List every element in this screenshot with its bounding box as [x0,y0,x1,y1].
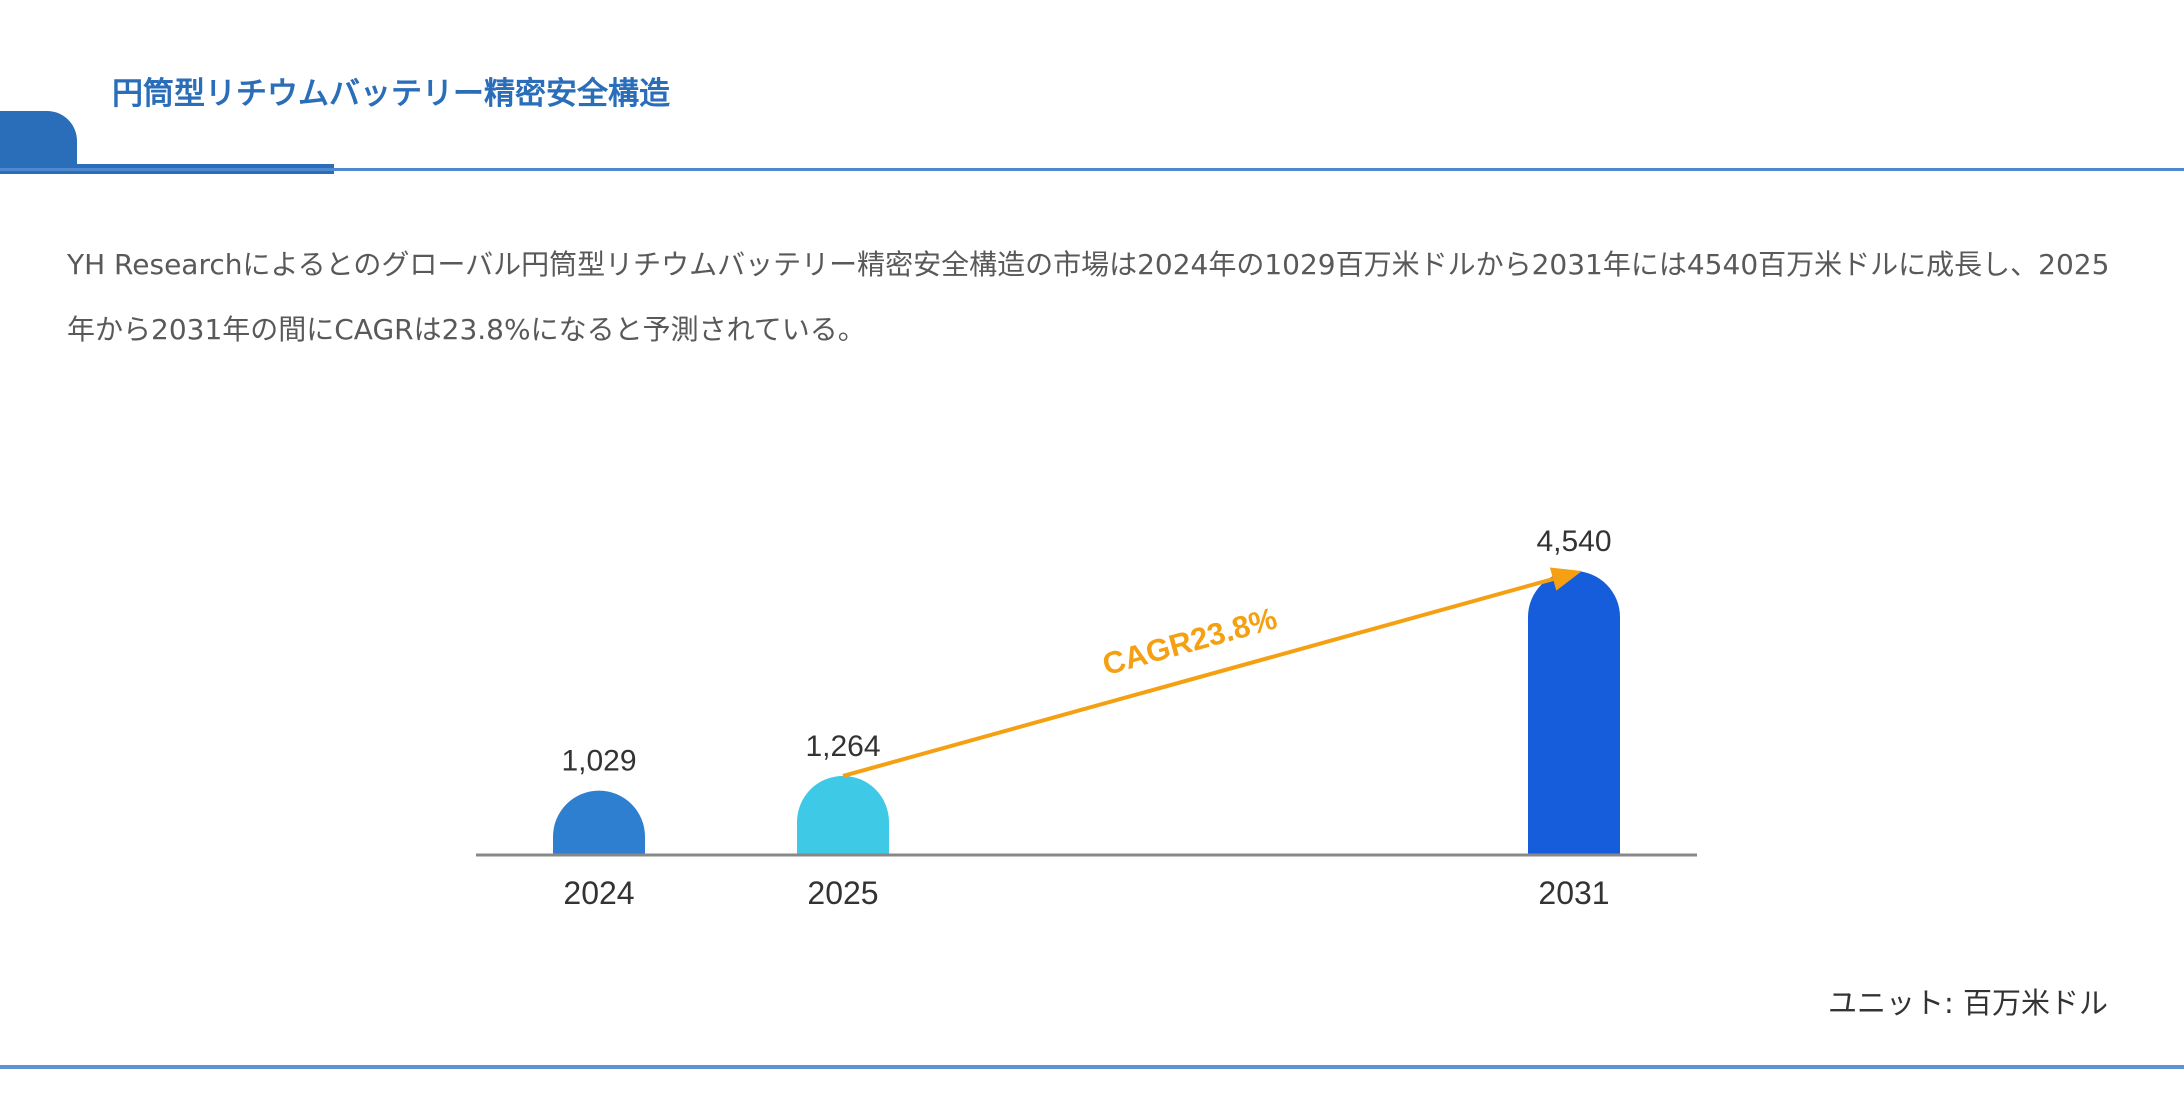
bar-2025 [797,775,890,855]
bottom-divider [0,1065,2184,1069]
header-divider [0,168,2184,171]
category-label-2031: 2031 [1538,875,1609,911]
title-tab-decoration [0,111,77,173]
value-label-2031: 4,540 [1536,525,1611,558]
unit-label: ユニット: 百万米ドル [1828,986,2108,1020]
category-label-2024: 2024 [563,875,634,911]
value-label-2025: 1,264 [805,730,880,763]
cagr-arrow-line [842,577,1554,778]
page-title: 円筒型リチウムバッテリー精密安全構造 [112,76,670,112]
category-label-2025: 2025 [807,875,878,911]
value-label-2024: 1,029 [561,745,636,778]
market-description: YH Researchによるとのグローバル円筒型リチウムバッテリー精密安全構造の… [67,248,2110,346]
bar-2031 [1528,571,1620,855]
bar-2024 [553,790,645,855]
cagr-label: CAGR23.8% [1099,601,1281,683]
cagr-arrow-head [1549,567,1582,591]
